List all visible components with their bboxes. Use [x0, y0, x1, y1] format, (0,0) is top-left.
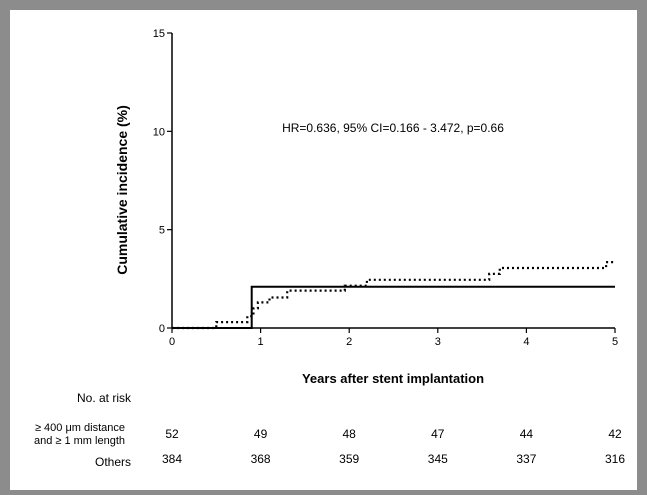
risk-value: 345: [427, 452, 448, 466]
y-axis-label: Cumulative incidence (%): [114, 105, 130, 275]
x-tick-label: 4: [523, 336, 529, 348]
risk-row-label-line2: and ≥ 1 mm length: [33, 435, 125, 447]
risk-row-label-line1: ≥ 400 μm distance: [34, 422, 125, 434]
x-tick-label: 1: [258, 336, 264, 348]
y-tick-label: 15: [153, 28, 165, 40]
y-tick-label: 10: [153, 126, 165, 138]
risk-value: 44: [519, 427, 534, 441]
risk-row-label: Others: [94, 455, 131, 469]
risk-row-label: ≥ 400 μm distance and ≥ 1 mm length: [10, 422, 125, 448]
figure-frame: 0 1 2 3 4 5 0 5 10 15 Cumulative incidence (%) Ye…: [10, 10, 637, 490]
y-tick-label: 5: [159, 225, 165, 237]
x-tick-label: 3: [435, 336, 441, 348]
series-dotted-line: [172, 261, 615, 330]
series-solid-line: [172, 285, 615, 329]
risk-value: 49: [253, 427, 268, 441]
hazard-ratio-annotation: HR=0.636, 95% CI=0.166 - 3.472, p=0.66: [282, 121, 504, 135]
risk-value: 52: [165, 427, 179, 441]
x-tick-label: 0: [169, 336, 175, 348]
risk-value: 42: [608, 427, 622, 441]
x-tick-label: 5: [612, 336, 618, 348]
risk-value: 368: [250, 452, 271, 466]
risk-value: 48: [342, 427, 356, 441]
risk-value: 337: [516, 452, 537, 466]
risk-value: 359: [339, 452, 360, 466]
x-tick-label: 2: [346, 336, 352, 348]
risk-value: 384: [161, 452, 183, 466]
y-tick-label: 0: [159, 323, 165, 335]
risk-value: 47: [431, 427, 445, 441]
x-axis-label: Years after stent implantation: [302, 371, 484, 386]
risk-table-title: No. at risk: [76, 391, 131, 405]
risk-value: 316: [604, 452, 626, 466]
km-chart: 0 1 2 3 4 5 0 5 10 15 Cumulative incidence (%) Ye…: [114, 28, 618, 386]
